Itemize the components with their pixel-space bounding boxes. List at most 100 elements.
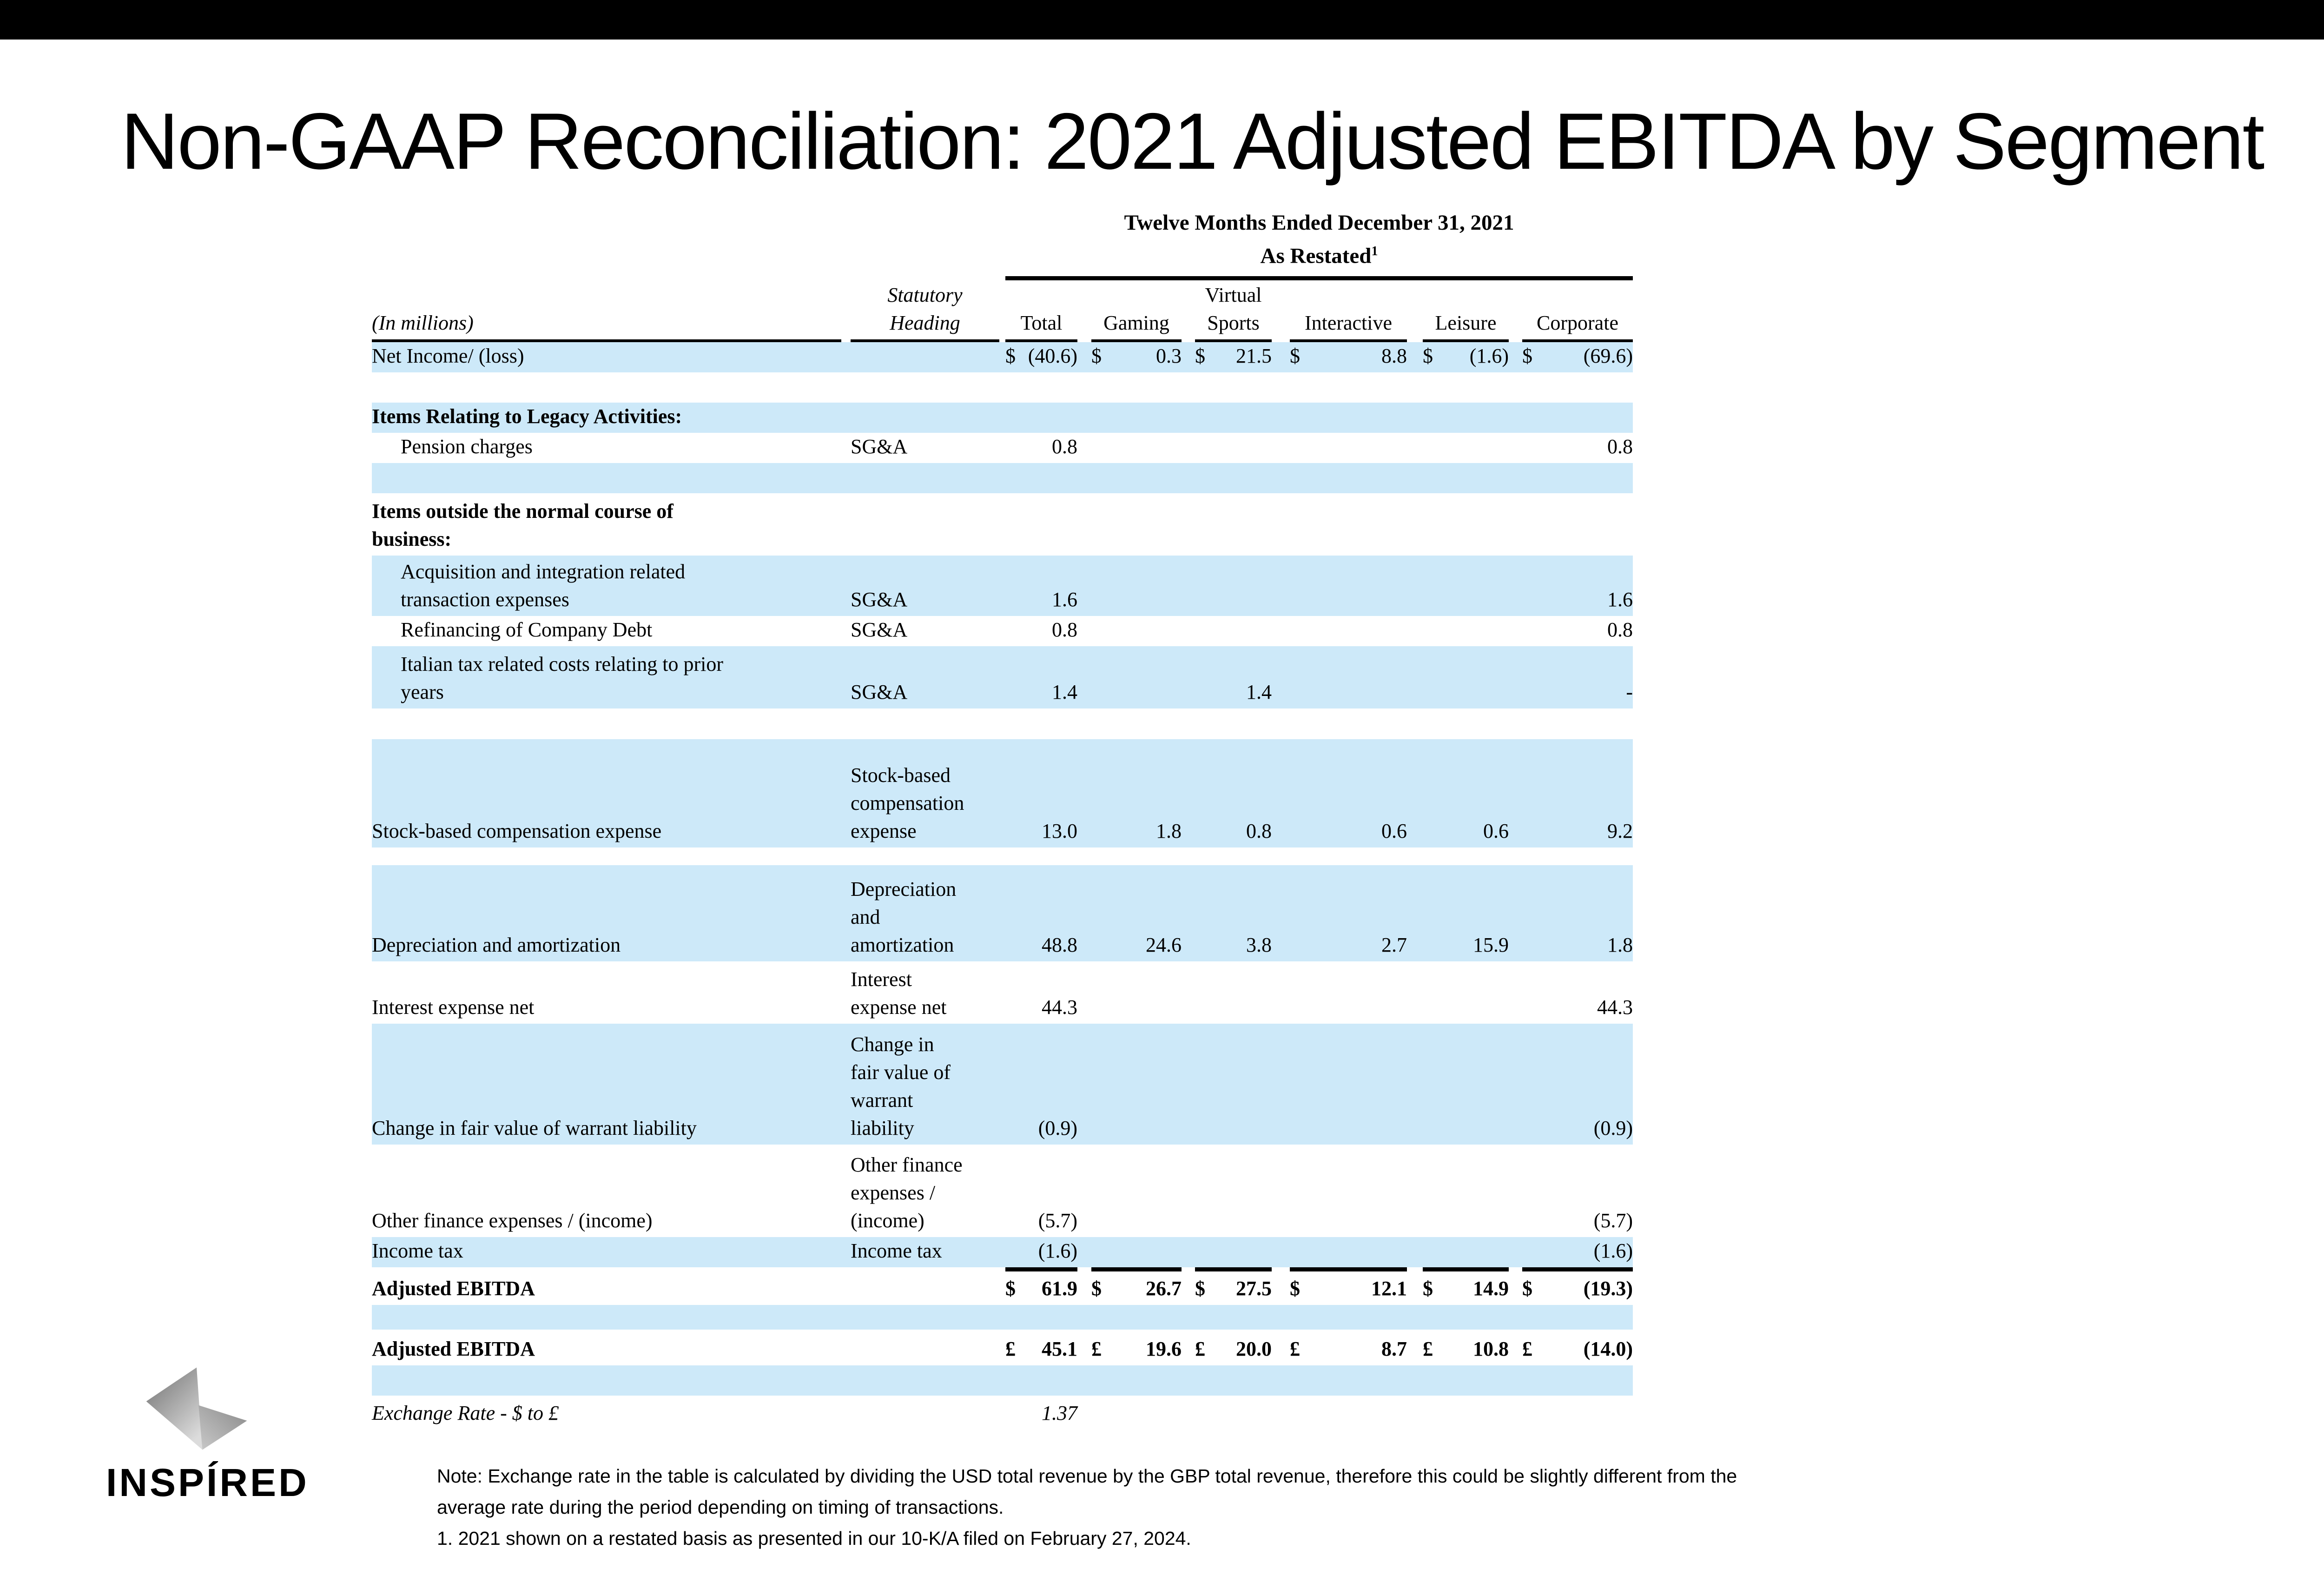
column-gap [1272,1396,1290,1430]
table-row-outside-items-header: Items outside the normal course of busine… [372,493,1633,556]
column-gap [1182,961,1195,1024]
cell-value: 0.6 [1381,819,1407,842]
column-gap [1509,646,1522,708]
currency-symbol: £ [1005,1337,1016,1360]
cell-value: 3.8 [1246,933,1272,956]
column-gap [999,739,1005,847]
statutory-heading-value: Interest expense net [851,967,947,1019]
currency-symbol: $ [1423,344,1433,367]
row-label: Italian tax related costs relating to pr… [401,652,723,703]
value-corporate: 0.8 [1522,616,1633,646]
column-gap [841,433,851,463]
value-interactive [1290,1396,1407,1430]
currency-symbol: £ [1091,1337,1102,1360]
table-row-net-income: Net Income/ (loss) $ (40.6) $0.3 $21.5 $8.8 $(… [372,342,1633,372]
column-gap [1509,739,1522,847]
column-header-interactive: Interactive [1290,281,1407,342]
column-gap [1272,646,1290,708]
column-gap [1182,403,1195,433]
value-gaming [1091,961,1182,1024]
reconciliation-table: Twelve Months Ended December 31, 2021 As… [372,208,1633,1430]
value-corporate: 44.3 [1522,961,1633,1024]
value-virtual-sports: 1.4 [1195,646,1272,708]
cell-value: 1.6 [1052,588,1077,611]
column-gap [1182,739,1195,847]
table-row-italian-tax-costs: Italian tax related costs relating to pr… [372,646,1633,708]
value-corporate: 1.8 [1522,865,1633,961]
statutory-heading-value [851,342,999,372]
statutory-heading-value: SG&A [851,588,908,611]
column-gap [1182,1237,1195,1267]
value-leisure [1423,961,1509,1024]
value-virtual-sports [1195,1145,1272,1237]
row-label: Other finance expenses / (income) [372,1209,653,1232]
column-gap [1182,1330,1195,1365]
cell-value: 0.8 [1607,435,1633,458]
value-total: £45.1 [1005,1330,1077,1365]
table-row-pension-charges: Pension charges SG&A 0.8 0.8 [372,432,1633,463]
column-header-row: (In millions) Statutory Heading Total Gaming… [372,281,1633,342]
column-gap [999,1145,1005,1237]
column-gap [1509,1145,1522,1237]
column-gap [1272,616,1290,646]
value-interactive [1290,616,1407,646]
value-total: 48.8 [1005,865,1077,961]
column-gap [841,739,851,847]
value-total: 0.8 [1005,616,1077,646]
value-interactive [1290,433,1407,463]
cell-value: (0.9) [1593,1116,1633,1139]
value-interactive [1290,961,1407,1024]
value-gaming: $0.3 [1091,342,1182,372]
column-gap [1509,1024,1522,1145]
value-total: 1.4 [1005,646,1077,708]
value-leisure [1423,616,1509,646]
statutory-heading-value: Change in fair value of warrant liability [851,1033,951,1139]
column-gap [999,1396,1005,1430]
period-header-line1: Twelve Months Ended December 31, 2021 [1124,211,1514,235]
value-interactive [1290,556,1407,616]
column-header-leisure: Leisure [1423,281,1509,342]
value-gaming [1091,1396,1182,1430]
column-gap [999,646,1005,708]
value-corporate [1522,1396,1633,1430]
column-gap [1077,1330,1091,1365]
value-leisure [1423,1396,1509,1430]
column-gap [1077,281,1091,342]
value-leisure [1423,1145,1509,1237]
cell-value: 2.7 [1381,933,1407,956]
cell-value: 9.2 [1607,819,1633,842]
cell-value: 19.6 [1146,1337,1182,1360]
column-gap [841,646,851,708]
value-corporate [1522,403,1633,433]
value-total [1005,493,1077,556]
column-gap [999,961,1005,1024]
cell-value: 1.4 [1246,680,1272,703]
column-gap [1272,281,1290,342]
cell-value: (1.6) [1469,344,1509,367]
value-corporate [1522,493,1633,556]
row-label: Items outside the normal course of busine… [372,499,673,550]
cell-value: 12.1 [1371,1277,1407,1300]
currency-symbol: $ [1195,1277,1205,1300]
statutory-heading-value: Stock-based compensation expense [851,763,964,842]
statutory-heading-value: Depreciation and amortization [851,877,957,956]
value-leisure [1423,493,1509,556]
value-leisure: $ (1.6) [1423,342,1509,372]
value-virtual-sports [1195,1396,1272,1430]
top-black-bar [0,0,2324,40]
spacer-row [372,847,1633,865]
row-label: Pension charges [401,435,533,458]
value-total: (0.9) [1005,1024,1077,1145]
value-gaming [1091,403,1182,433]
cell-value: (19.3) [1583,1277,1633,1300]
footnote-ref: 1 [1371,244,1378,258]
column-header-total: Total [1005,281,1077,342]
column-gap [841,342,851,372]
table-row-exchange-rate: Exchange Rate - $ to £ 1.37 [372,1395,1633,1430]
value-gaming [1091,1145,1182,1237]
spacer-row [372,463,1633,493]
column-gap [1509,493,1522,556]
currency-symbol: $ [1091,1277,1102,1300]
column-gap [1272,865,1290,961]
value-virtual-sports [1195,433,1272,463]
